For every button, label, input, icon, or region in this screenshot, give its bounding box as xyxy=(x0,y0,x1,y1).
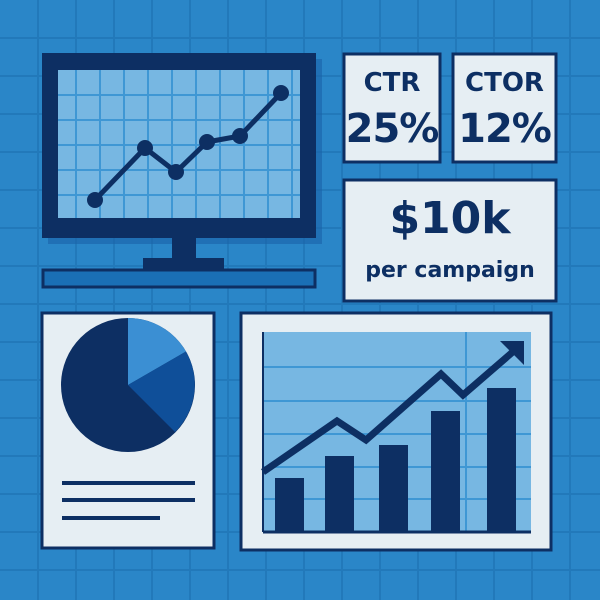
pie-chart-icon xyxy=(61,318,195,452)
ctor-value: 12% xyxy=(458,106,552,152)
text-lines xyxy=(62,481,195,520)
ctr-card xyxy=(342,52,442,164)
ctr-label: CTR xyxy=(363,68,421,98)
report-document xyxy=(40,311,216,550)
bar-chart-icon xyxy=(239,311,553,552)
ctor-card xyxy=(451,52,558,164)
budget-value: $10k xyxy=(389,193,511,244)
budget-caption: per campaign xyxy=(365,258,535,283)
budget-card xyxy=(342,178,558,303)
ctr-value: 25% xyxy=(345,106,440,152)
ctor-label: CTOR xyxy=(465,68,544,98)
line-chart-icon xyxy=(87,85,289,208)
trend-arrow-icon xyxy=(261,341,524,475)
monitor-icon xyxy=(41,53,322,289)
